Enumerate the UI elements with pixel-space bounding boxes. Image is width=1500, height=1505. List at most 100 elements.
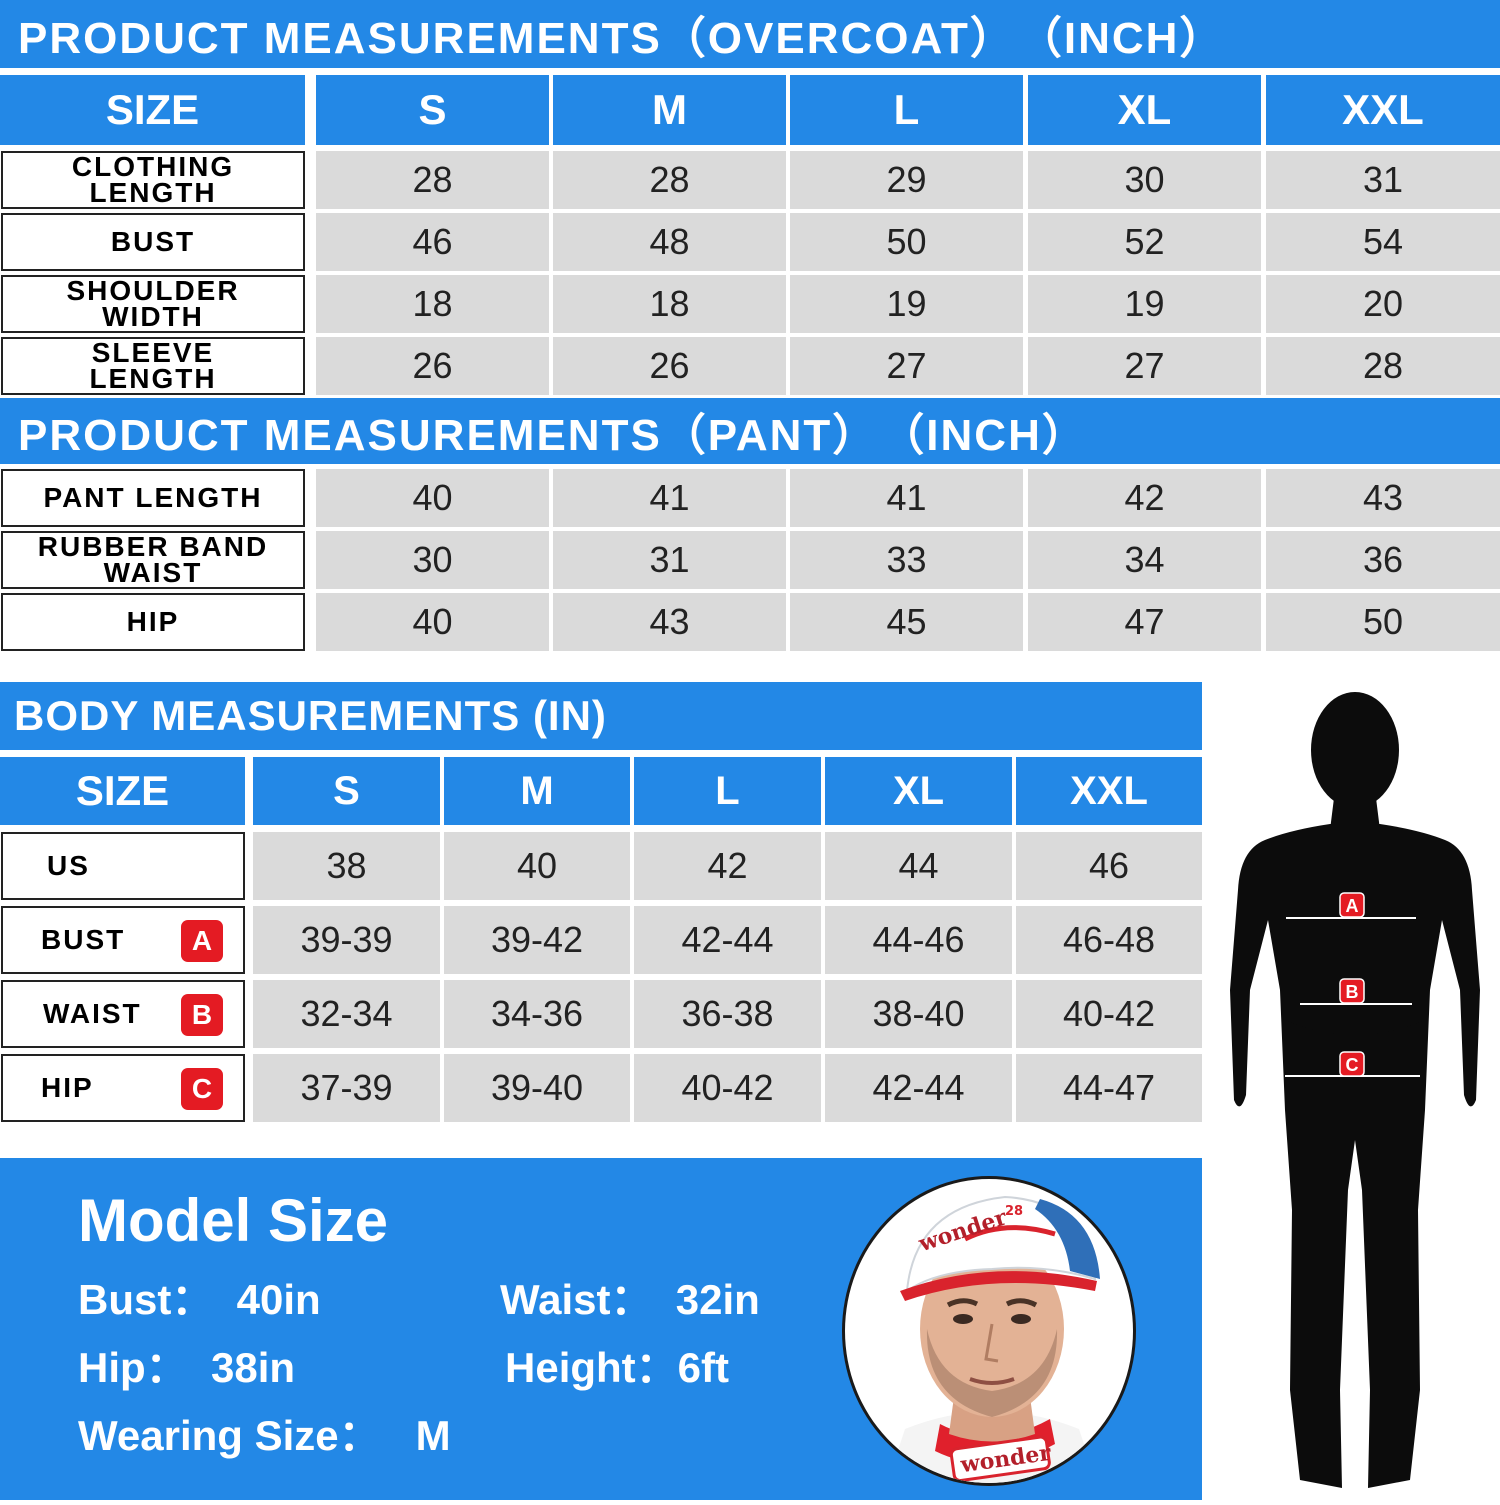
body-cell: 42-44 <box>634 906 821 974</box>
figure-marker-c: C <box>1339 1051 1365 1077</box>
body-silhouette-figure: A B C <box>1230 690 1480 1500</box>
pant-cell: 40 <box>316 593 549 651</box>
body-silhouette-icon: A B C <box>1230 692 1480 1488</box>
cap-number: 28 <box>1005 1204 1023 1219</box>
model-size-panel: Model Size Bust： 40in Waist： 32in Hip： 3… <box>0 1158 1202 1500</box>
model-portrait-image: wonder 28 wonder <box>887 1195 1100 1483</box>
pant-cell: 31 <box>553 531 786 589</box>
overcoat-size-xl: XL <box>1028 75 1261 145</box>
body-row-waist: WAIST B <box>1 980 245 1048</box>
overcoat-cell: 29 <box>790 151 1023 209</box>
model-wearing-size: Wearing Size： M <box>78 1412 451 1459</box>
body-size-header: SIZE <box>0 757 245 825</box>
body-cell: 44 <box>825 832 1012 900</box>
overcoat-cell: 28 <box>316 151 549 209</box>
model-size-title: Model Size <box>78 1187 389 1254</box>
overcoat-size-header: SIZE <box>0 75 305 145</box>
body-cell: 39-42 <box>444 906 630 974</box>
body-cell: 36-38 <box>634 980 821 1048</box>
body-cell: 40-42 <box>634 1054 821 1122</box>
body-cell: 40 <box>444 832 630 900</box>
pant-cell: 43 <box>1266 469 1500 527</box>
overcoat-size-m: M <box>553 75 786 145</box>
body-title-bar: BODY MEASUREMENTS (IN) <box>0 682 1202 750</box>
body-size-xl: XL <box>825 757 1012 825</box>
pant-cell: 36 <box>1266 531 1500 589</box>
overcoat-cell: 19 <box>790 275 1023 333</box>
overcoat-cell: 50 <box>790 213 1023 271</box>
overcoat-size-xxl: XXL <box>1266 75 1500 145</box>
body-cell: 39-39 <box>253 906 440 974</box>
pant-cell: 30 <box>316 531 549 589</box>
overcoat-cell: 28 <box>1266 337 1500 395</box>
body-cell: 44-47 <box>1016 1054 1202 1122</box>
figure-marker-b-label: B <box>1346 982 1359 1002</box>
body-row-label: US <box>47 850 90 881</box>
pant-cell: 43 <box>553 593 786 651</box>
body-size-s: S <box>253 757 440 825</box>
pant-cell: 34 <box>1028 531 1261 589</box>
overcoat-row-label: CLOTHING LENGTH <box>1 151 305 209</box>
pant-title: PRODUCT MEASUREMENTS（PANT） （INCH） <box>18 411 1088 460</box>
pant-cell: 45 <box>790 593 1023 651</box>
overcoat-row-label: SLEEVE LENGTH <box>1 337 305 395</box>
figure-marker-a: A <box>1339 892 1365 918</box>
body-cell: 34-36 <box>444 980 630 1048</box>
overcoat-title: PRODUCT MEASUREMENTS（OVERCOAT） （INCH） <box>18 14 1226 63</box>
figure-marker-c-label: C <box>1346 1055 1359 1075</box>
overcoat-cell: 54 <box>1266 213 1500 271</box>
body-cell: 46 <box>1016 832 1202 900</box>
body-cell: 38 <box>253 832 440 900</box>
body-row-bust: BUST A <box>1 906 245 974</box>
overcoat-cell: 20 <box>1266 275 1500 333</box>
overcoat-cell: 30 <box>1028 151 1261 209</box>
overcoat-cell: 52 <box>1028 213 1261 271</box>
pant-title-bar: PRODUCT MEASUREMENTS（PANT） （INCH） <box>0 398 1500 464</box>
body-cell: 44-46 <box>825 906 1012 974</box>
model-height: Height：6ft <box>505 1344 729 1391</box>
model-photo: wonder 28 wonder <box>842 1176 1136 1486</box>
pant-row-label: HIP <box>1 593 305 651</box>
body-cell: 37-39 <box>253 1054 440 1122</box>
body-row-label: WAIST <box>43 998 142 1029</box>
body-row-label: BUST <box>41 924 126 955</box>
marker-b-badge: B <box>181 994 223 1036</box>
body-cell: 32-34 <box>253 980 440 1048</box>
overcoat-cell: 18 <box>316 275 549 333</box>
overcoat-cell: 27 <box>1028 337 1261 395</box>
pant-cell: 41 <box>553 469 786 527</box>
pant-cell: 41 <box>790 469 1023 527</box>
pant-cell: 47 <box>1028 593 1261 651</box>
figure-marker-a-label: A <box>1346 896 1359 916</box>
body-size-m: M <box>444 757 630 825</box>
pant-row-label: PANT LENGTH <box>1 469 305 527</box>
overcoat-cell: 46 <box>316 213 549 271</box>
pant-cell: 40 <box>316 469 549 527</box>
model-bust: Bust： 40in <box>78 1276 321 1323</box>
marker-a-badge: A <box>181 920 223 962</box>
pant-cell: 42 <box>1028 469 1261 527</box>
body-cell: 42 <box>634 832 821 900</box>
body-cell: 39-40 <box>444 1054 630 1122</box>
body-row-hip: HIP C <box>1 1054 245 1122</box>
model-waist: Waist： 32in <box>500 1276 760 1323</box>
overcoat-cell: 48 <box>553 213 786 271</box>
overcoat-cell: 26 <box>553 337 786 395</box>
body-cell: 40-42 <box>1016 980 1202 1048</box>
pant-cell: 33 <box>790 531 1023 589</box>
overcoat-cell: 27 <box>790 337 1023 395</box>
overcoat-cell: 26 <box>316 337 549 395</box>
overcoat-title-bar: PRODUCT MEASUREMENTS（OVERCOAT） （INCH） <box>0 0 1500 68</box>
overcoat-cell: 19 <box>1028 275 1261 333</box>
marker-c-badge: C <box>181 1068 223 1110</box>
overcoat-cell: 18 <box>553 275 786 333</box>
overcoat-row-label: SHOULDER WIDTH <box>1 275 305 333</box>
figure-marker-b: B <box>1339 978 1365 1004</box>
overcoat-row-label: BUST <box>1 213 305 271</box>
overcoat-size-s: S <box>316 75 549 145</box>
overcoat-cell: 31 <box>1266 151 1500 209</box>
pant-row-label: RUBBER BAND WAIST <box>1 531 305 589</box>
body-title: BODY MEASUREMENTS (IN) <box>14 692 607 739</box>
body-cell: 42-44 <box>825 1054 1012 1122</box>
model-hip: Hip： 38in <box>78 1344 296 1391</box>
